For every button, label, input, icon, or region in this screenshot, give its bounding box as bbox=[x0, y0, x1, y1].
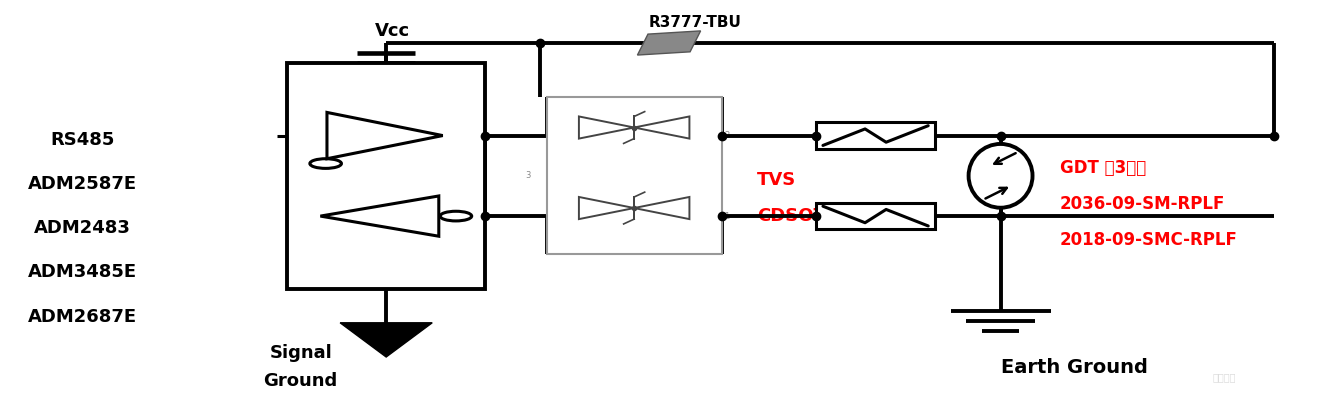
Text: 3: 3 bbox=[525, 171, 531, 180]
Polygon shape bbox=[287, 63, 485, 288]
Text: ADM2483: ADM2483 bbox=[34, 219, 130, 237]
Text: 2: 2 bbox=[724, 131, 730, 140]
Text: 2018-09-SMC-RPLF: 2018-09-SMC-RPLF bbox=[1060, 231, 1238, 249]
Text: GDT （3極）: GDT （3極） bbox=[1060, 159, 1146, 177]
Polygon shape bbox=[340, 323, 432, 357]
Polygon shape bbox=[637, 31, 701, 55]
Text: Ground: Ground bbox=[263, 372, 337, 390]
Text: RS485: RS485 bbox=[50, 130, 115, 149]
Polygon shape bbox=[817, 203, 935, 229]
Text: Earth Ground: Earth Ground bbox=[1001, 358, 1147, 377]
Text: TVS: TVS bbox=[757, 171, 797, 189]
Text: Signal: Signal bbox=[269, 344, 332, 362]
Text: ADM2687E: ADM2687E bbox=[28, 308, 137, 326]
Text: CDSOT23-SM712: CDSOT23-SM712 bbox=[757, 207, 927, 225]
Text: 1: 1 bbox=[724, 212, 730, 221]
Text: ADM3485E: ADM3485E bbox=[28, 263, 137, 282]
Text: 2036-09-SM-RPLF: 2036-09-SM-RPLF bbox=[1060, 195, 1225, 213]
Polygon shape bbox=[547, 97, 722, 255]
Polygon shape bbox=[817, 122, 935, 149]
Text: ADM2587E: ADM2587E bbox=[28, 175, 137, 193]
Text: 渭南技發: 渭南技發 bbox=[1213, 372, 1235, 382]
Text: Vcc: Vcc bbox=[375, 22, 411, 40]
Text: R3777-TBU: R3777-TBU bbox=[649, 15, 741, 30]
